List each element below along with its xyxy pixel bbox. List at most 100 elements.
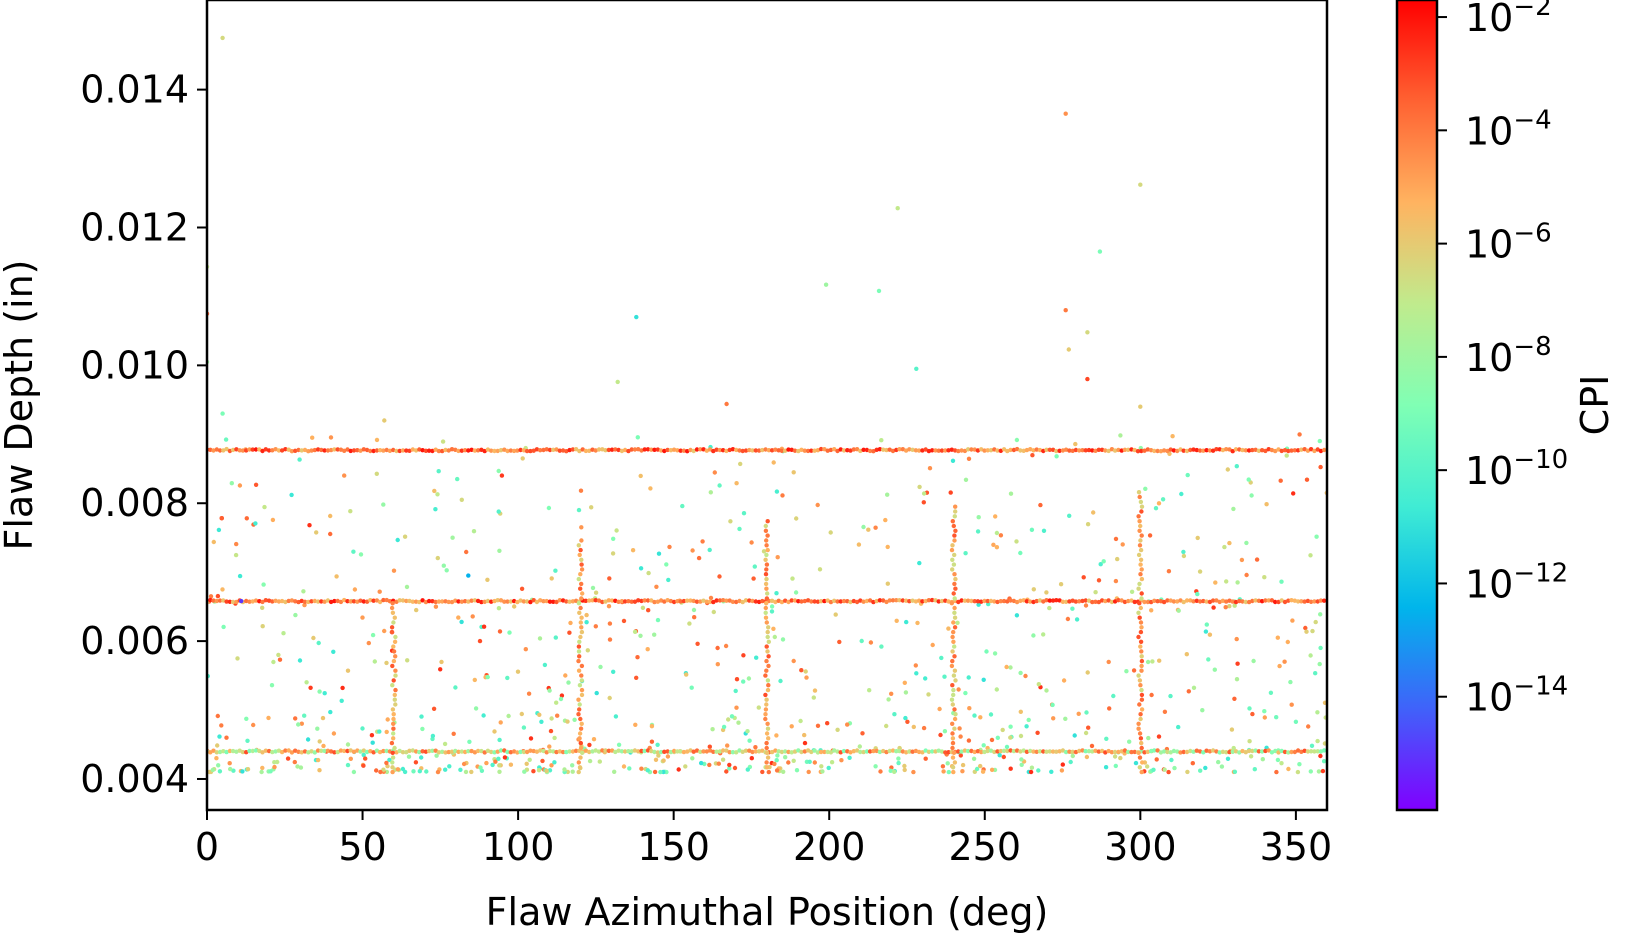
data-point xyxy=(577,702,582,707)
data-point xyxy=(426,598,432,604)
data-point xyxy=(609,447,615,452)
data-point xyxy=(969,748,974,754)
data-point xyxy=(417,749,422,755)
data-point xyxy=(328,513,333,519)
data-point xyxy=(885,544,890,550)
data-point xyxy=(567,599,572,604)
data-point xyxy=(576,543,581,548)
data-point xyxy=(645,647,650,652)
data-point xyxy=(920,448,925,453)
data-point xyxy=(217,734,222,739)
data-point xyxy=(1103,448,1108,453)
data-point xyxy=(867,598,873,603)
data-point xyxy=(966,675,971,680)
data-point xyxy=(1047,447,1053,452)
data-point xyxy=(646,608,651,613)
data-point xyxy=(1063,599,1069,604)
data-point xyxy=(402,534,408,539)
data-point xyxy=(407,448,412,453)
data-point xyxy=(1139,769,1144,775)
data-point xyxy=(549,716,554,721)
data-point xyxy=(678,599,683,604)
data-point xyxy=(1237,598,1242,604)
data-point xyxy=(812,599,817,604)
data-point xyxy=(751,576,756,581)
data-point xyxy=(433,604,439,609)
data-point xyxy=(614,528,619,533)
data-point xyxy=(952,707,957,712)
data-point xyxy=(467,739,472,744)
data-point xyxy=(562,767,567,772)
data-point xyxy=(518,447,523,453)
data-point xyxy=(459,448,464,453)
data-point xyxy=(1116,598,1121,603)
data-point xyxy=(1275,757,1281,763)
data-point xyxy=(576,507,582,513)
data-point xyxy=(404,584,410,590)
data-point xyxy=(896,760,901,766)
data-point xyxy=(969,598,974,604)
data-point xyxy=(456,448,461,454)
data-point xyxy=(360,615,365,620)
data-point xyxy=(714,598,719,603)
data-point xyxy=(1184,598,1190,603)
data-point xyxy=(902,767,907,773)
data-point xyxy=(1041,749,1046,754)
data-point xyxy=(348,448,353,454)
data-point xyxy=(587,742,592,748)
data-point xyxy=(823,282,829,287)
data-point xyxy=(1077,599,1082,604)
data-point xyxy=(913,663,918,668)
data-point xyxy=(1018,670,1023,676)
x-axis-title: Flaw Azimuthal Position (deg) xyxy=(486,890,1049,934)
data-point xyxy=(351,448,357,453)
data-point xyxy=(576,658,581,664)
data-point xyxy=(381,748,386,754)
data-point xyxy=(495,598,500,603)
data-point xyxy=(712,470,717,475)
data-point xyxy=(505,448,510,454)
data-point xyxy=(619,599,625,604)
data-point xyxy=(997,753,1002,758)
data-point xyxy=(965,748,971,754)
data-point xyxy=(610,551,616,556)
data-point xyxy=(764,740,769,746)
data-point xyxy=(295,764,300,769)
data-point xyxy=(707,744,712,749)
data-point xyxy=(508,448,513,453)
data-point xyxy=(576,576,581,582)
data-point xyxy=(627,766,632,771)
data-point xyxy=(281,631,286,636)
data-point xyxy=(1139,591,1144,596)
data-point xyxy=(978,763,983,769)
data-point xyxy=(1170,434,1175,439)
data-point xyxy=(1014,748,1020,753)
data-point xyxy=(760,748,765,753)
data-point xyxy=(459,497,464,502)
data-point xyxy=(1152,448,1157,454)
data-point xyxy=(345,762,351,768)
data-point xyxy=(527,757,532,762)
data-point xyxy=(1139,663,1144,669)
data-point xyxy=(766,625,771,630)
data-point xyxy=(1250,711,1255,717)
data-point xyxy=(342,473,347,478)
data-point xyxy=(1213,580,1218,585)
data-point xyxy=(792,749,798,754)
data-point xyxy=(219,723,224,728)
data-point xyxy=(1126,598,1131,604)
data-point xyxy=(538,598,543,603)
data-point xyxy=(681,448,687,453)
data-point xyxy=(497,737,502,743)
data-point xyxy=(958,734,963,739)
data-point xyxy=(1220,447,1226,453)
data-point xyxy=(227,599,233,604)
data-point xyxy=(613,714,619,719)
data-point xyxy=(1273,448,1278,454)
data-point xyxy=(214,750,219,755)
data-point xyxy=(430,448,435,454)
data-point xyxy=(763,716,768,722)
data-point xyxy=(952,533,957,538)
data-point xyxy=(576,644,582,649)
